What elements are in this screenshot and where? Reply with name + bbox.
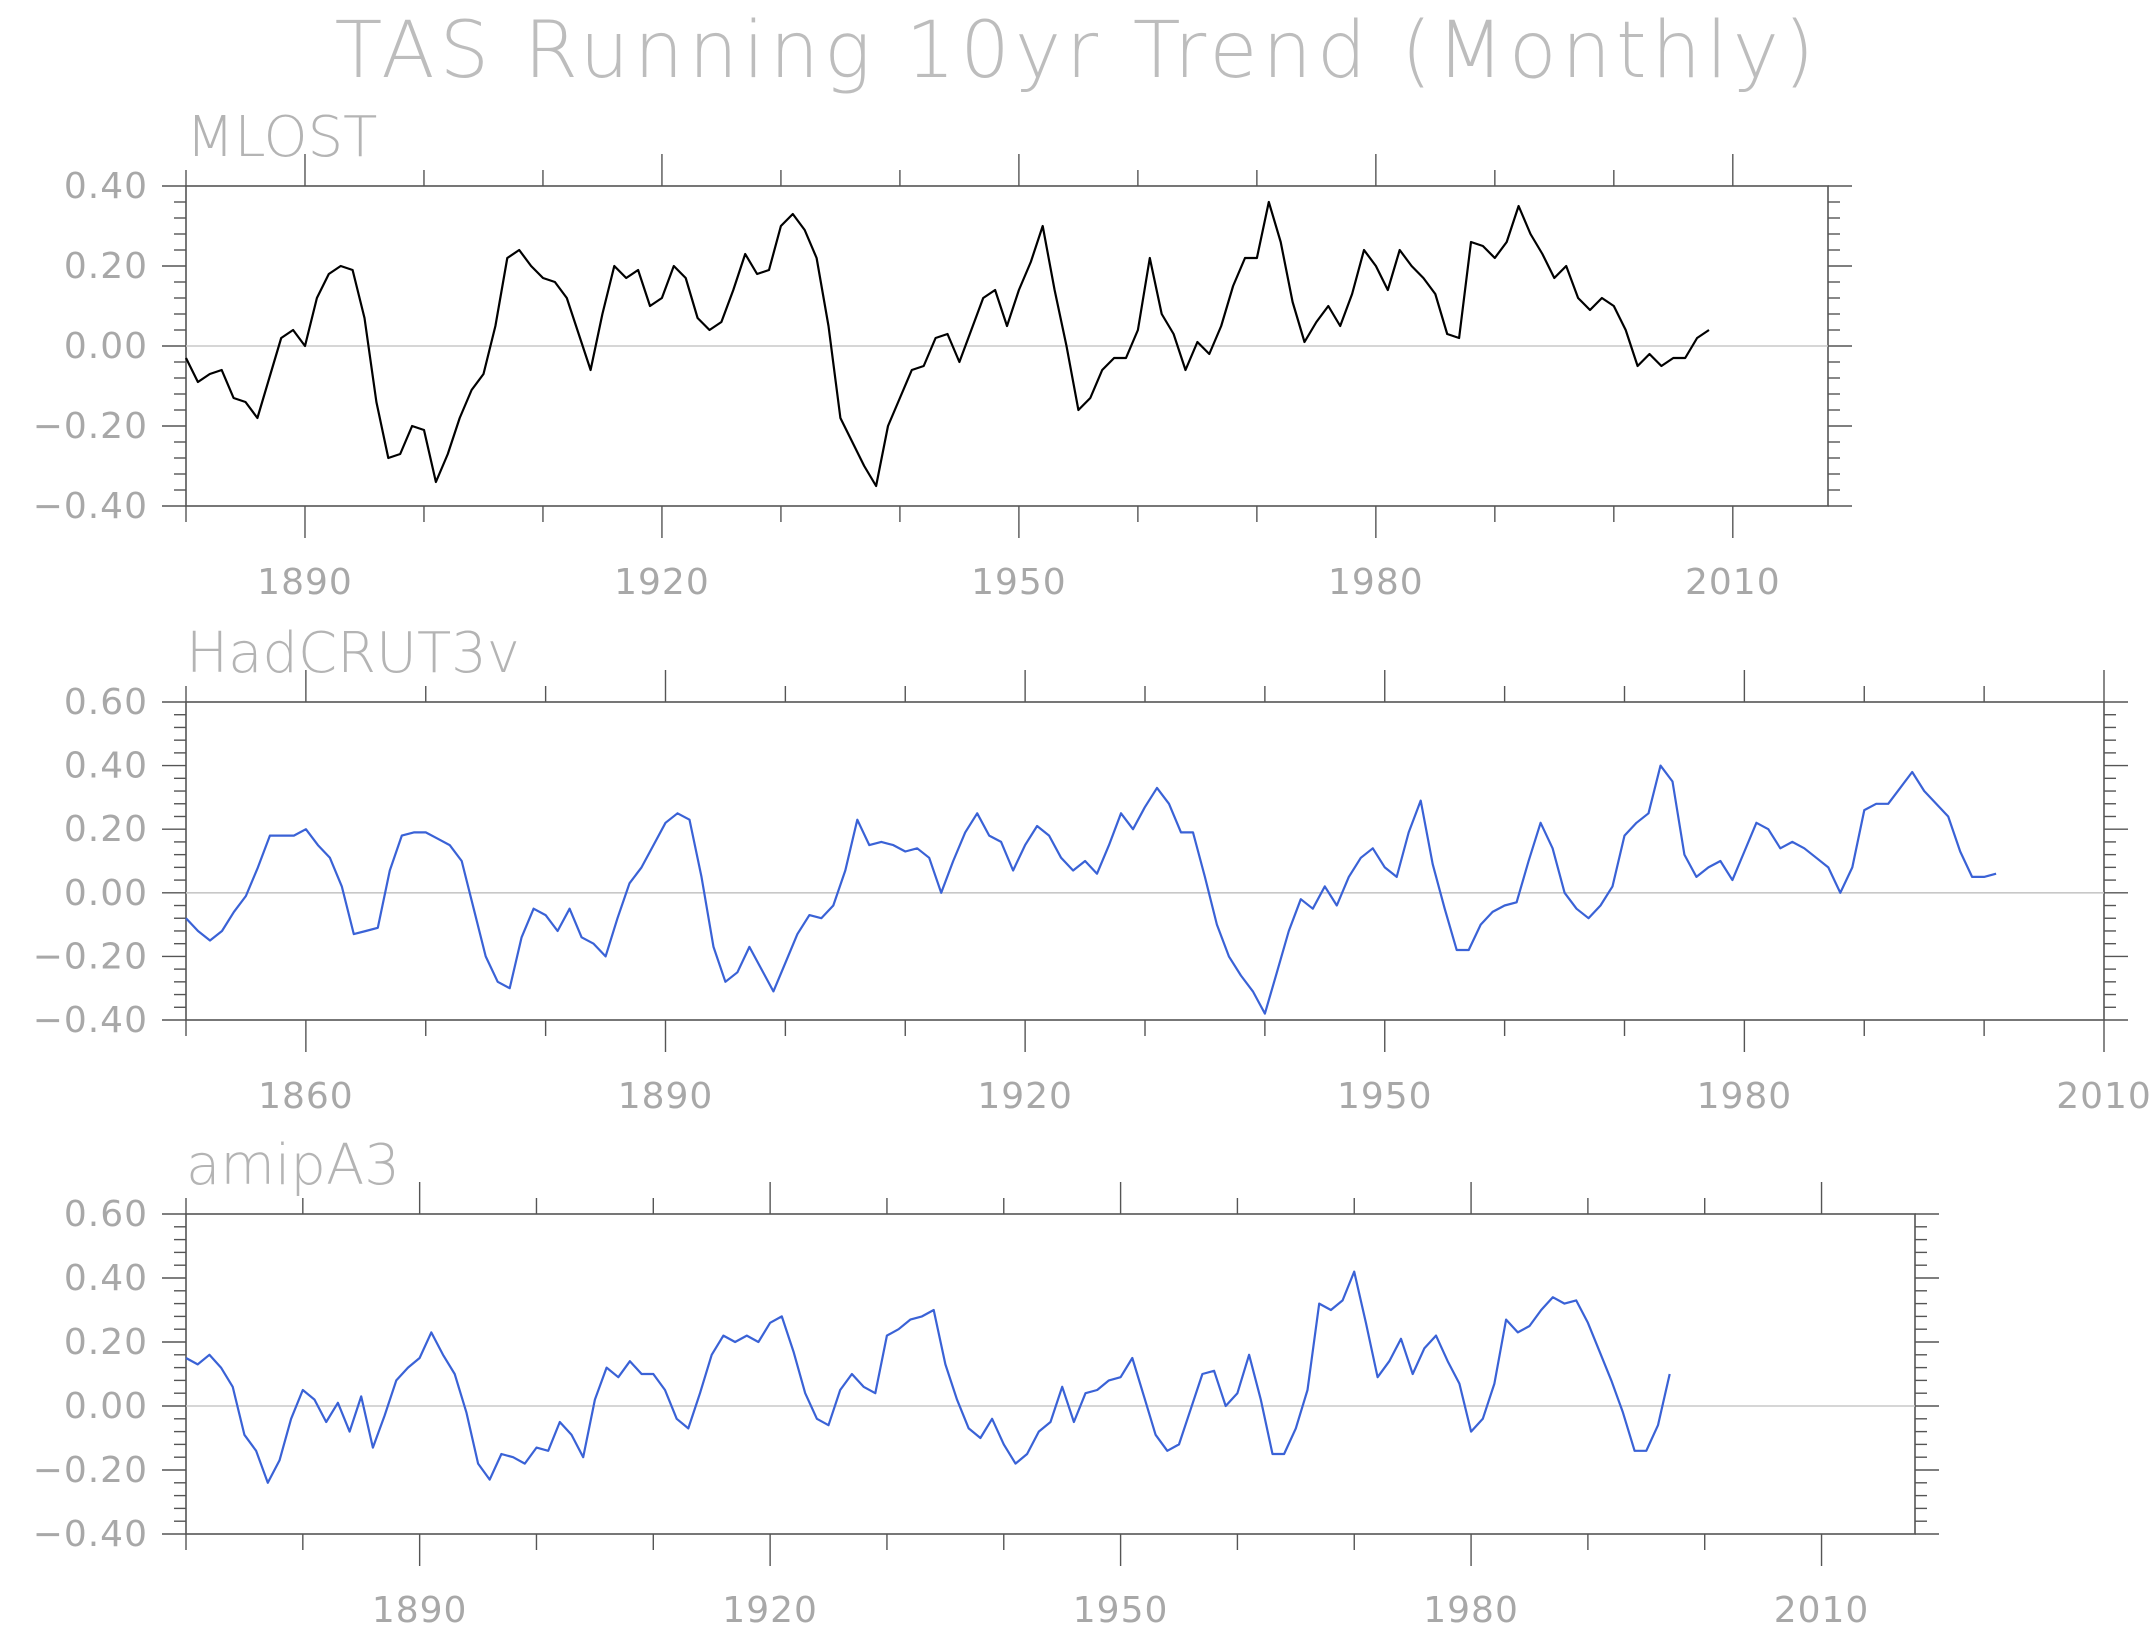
x-tick-label: 1950 bbox=[1337, 1076, 1433, 1117]
x-tick-label: 1980 bbox=[1697, 1076, 1793, 1117]
y-tick-label: 0.00 bbox=[64, 1386, 148, 1427]
y-tick-label: 0.40 bbox=[64, 166, 148, 207]
y-tick-label: −0.40 bbox=[33, 486, 148, 527]
y-tick-label: 0.40 bbox=[64, 746, 148, 787]
x-tick-label: 1920 bbox=[977, 1076, 1073, 1117]
x-tick-label: 1890 bbox=[618, 1076, 714, 1117]
panel-amipa3: amipA3 0.60 0.40 0.20 0.00 −0.20 −0.40 1890 1920… bbox=[33, 1133, 1939, 1629]
y-tick-label: −0.40 bbox=[33, 1000, 148, 1041]
x-tick-label: 1920 bbox=[722, 1590, 818, 1629]
y-tick-label: −0.20 bbox=[33, 406, 148, 447]
y-tick-label: −0.20 bbox=[33, 1450, 148, 1491]
y-tick-label: 0.20 bbox=[64, 246, 148, 287]
y-tick-label: 0.00 bbox=[64, 326, 148, 367]
panel-title: MLOST bbox=[186, 105, 377, 170]
x-tick-label: 1890 bbox=[257, 562, 353, 603]
series-line bbox=[185, 764, 1997, 1015]
x-tick-label: 1860 bbox=[258, 1076, 354, 1117]
x-tick-label: 1950 bbox=[1073, 1590, 1169, 1629]
panel-hadcrut3v: HadCRUT3v 0.60 0.40 0.20 0.00 −0.20 −0.40 1860 1… bbox=[33, 621, 2152, 1117]
x-tick-label: 2010 bbox=[1685, 562, 1781, 603]
x-tick-label: 1950 bbox=[971, 562, 1067, 603]
panel-mlost: MLOST 0.40 0.20 0.00 −0.20 −0.40 1890 1920 1950 1… bbox=[33, 105, 1852, 603]
x-tick-label: 1890 bbox=[372, 1590, 468, 1629]
series-line bbox=[185, 1270, 1671, 1484]
main-title: TAS Running 10yr Trend (Monthly) bbox=[334, 6, 1820, 96]
x-tick-label: 1980 bbox=[1328, 562, 1424, 603]
series-line bbox=[185, 200, 1710, 488]
x-tick-label: 2010 bbox=[2056, 1076, 2152, 1117]
y-tick-label: 0.60 bbox=[64, 1194, 148, 1235]
plot-frame bbox=[185, 1213, 1916, 1535]
panel-title: amipA3 bbox=[186, 1133, 400, 1198]
y-tick-label: −0.20 bbox=[33, 936, 148, 977]
y-tick-label: 0.20 bbox=[64, 809, 148, 850]
plot-frame bbox=[185, 701, 2105, 1021]
x-tick-label: 1980 bbox=[1423, 1590, 1519, 1629]
y-tick-label: 0.00 bbox=[64, 873, 148, 914]
y-tick-label: −0.40 bbox=[33, 1514, 148, 1555]
x-tick-label: 1920 bbox=[614, 562, 710, 603]
panel-title: HadCRUT3v bbox=[186, 621, 520, 686]
x-tick-label: 2010 bbox=[1774, 1590, 1870, 1629]
y-tick-label: 0.20 bbox=[64, 1322, 148, 1363]
y-tick-label: 0.40 bbox=[64, 1258, 148, 1299]
y-tick-label: 0.60 bbox=[64, 682, 148, 723]
